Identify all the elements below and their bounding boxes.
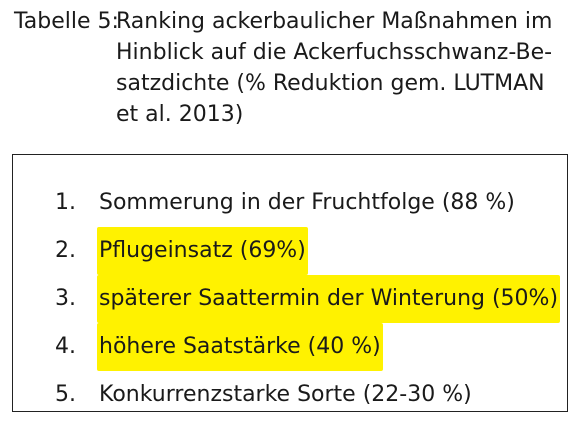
item-text-highlighted: höhere Saatstärke (40 %) — [97, 323, 383, 371]
caption-line-4: et al. 2013) — [116, 102, 244, 127]
ranking-list: 1. Sommerung in der Fruchtfolge (88 %) 2… — [13, 179, 567, 419]
item-text-highlighted: Pflugeinsatz (69%) — [97, 227, 308, 275]
list-item: 1. Sommerung in der Fruchtfolge (88 %) — [13, 179, 567, 227]
caption-row-2: Hinblick auf die Ackerfuchsschwanz-Be- — [14, 37, 574, 68]
caption-row-1: Tabelle 5: Ranking ackerbaulicher Maßnah… — [14, 6, 574, 37]
item-text: Konkurrenzstarke Sorte (22-30 %) — [99, 382, 472, 407]
item-number: 4. — [55, 334, 76, 359]
list-item: 4. höhere Saatstärke (40 %) — [13, 323, 567, 371]
caption-label: Tabelle 5: — [14, 9, 119, 34]
item-number: 5. — [55, 382, 76, 407]
table-caption: Tabelle 5: Ranking ackerbaulicher Maßnah… — [14, 6, 574, 130]
list-item: 5. Konkurrenzstarke Sorte (22-30 %) — [13, 371, 567, 419]
item-text-highlighted: späterer Saattermin der Winterung (50%) — [97, 275, 561, 323]
item-number: 3. — [55, 286, 76, 311]
item-number: 2. — [55, 238, 76, 263]
caption-row-4: et al. 2013) — [14, 99, 574, 130]
list-item: 3. späterer Saattermin der Winterung (50… — [13, 275, 567, 323]
caption-line-3: satzdichte (% Reduktion gem. LUTMAN — [116, 71, 545, 96]
list-item: 2. Pflugeinsatz (69%) — [13, 227, 567, 275]
ranking-box: 1. Sommerung in der Fruchtfolge (88 %) 2… — [12, 154, 568, 412]
item-text: Sommerung in der Fruchtfolge (88 %) — [99, 190, 515, 215]
item-number: 1. — [55, 190, 76, 215]
caption-line-1: Ranking ackerbaulicher Maßnahmen im — [116, 9, 553, 34]
caption-row-3: satzdichte (% Reduktion gem. LUTMAN — [14, 68, 574, 99]
caption-line-2: Hinblick auf die Ackerfuchsschwanz-Be- — [116, 40, 553, 65]
